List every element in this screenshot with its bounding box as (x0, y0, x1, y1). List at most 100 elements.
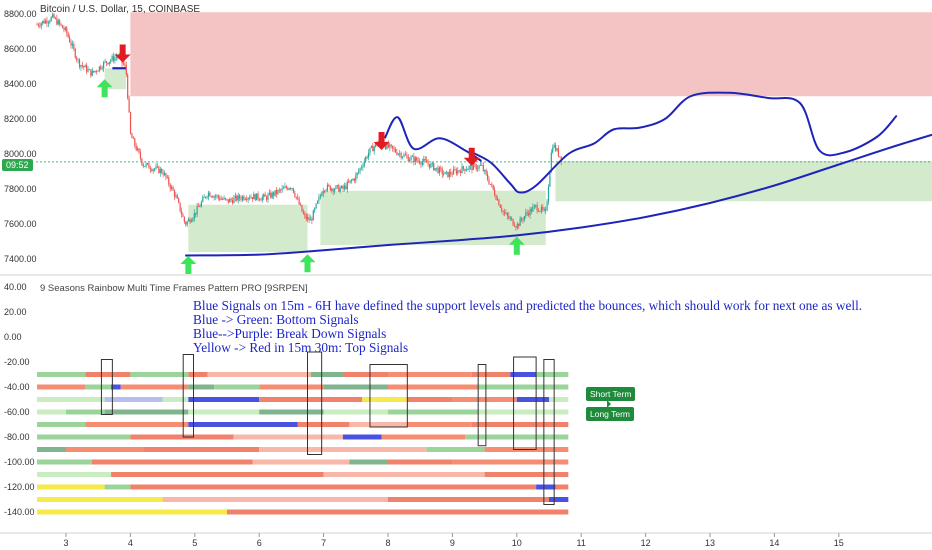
candle-body (298, 198, 300, 205)
x-tick-label: 6 (257, 538, 262, 548)
candle-body (267, 194, 269, 200)
candle-body (461, 166, 463, 174)
candle-body (338, 185, 340, 192)
indicator-y-tick-label: -100.00 (4, 457, 35, 467)
candle-body (331, 188, 333, 191)
indicator-segment (188, 372, 208, 377)
candle-body (506, 213, 508, 216)
candle-body (554, 144, 557, 151)
x-tick-label: 7 (321, 538, 326, 548)
buy-signal-arrow (299, 254, 316, 273)
indicator-segment (66, 447, 144, 452)
candle-body (80, 65, 82, 67)
x-tick-label: 10 (512, 538, 522, 548)
candle-body (523, 216, 525, 221)
candle-body (413, 156, 415, 163)
candle-body (260, 199, 262, 201)
candle-body (365, 157, 367, 162)
candle-body (222, 198, 224, 200)
candle-body (390, 144, 392, 146)
candle-body (435, 167, 438, 169)
candle-body (195, 212, 197, 215)
candle-body (339, 188, 341, 192)
indicator-segment (227, 509, 569, 515)
indicator-segment (162, 397, 189, 402)
candle-body (146, 163, 149, 165)
sell-signal-arrow (463, 147, 480, 166)
candle-body (243, 196, 245, 200)
candle-body (274, 190, 276, 196)
candle-body (403, 154, 405, 157)
candle-body (73, 43, 75, 49)
candle-body (173, 190, 176, 197)
candle-body (129, 112, 132, 134)
indicator-segment (549, 497, 569, 502)
candle-body (291, 188, 293, 189)
candle-body (59, 20, 61, 24)
candle-body (348, 181, 350, 183)
candle-body (350, 180, 353, 182)
candle-body (319, 195, 321, 197)
price-y-tick-label: 8800.00 (4, 9, 37, 19)
candle-body (556, 148, 558, 151)
candle-body (488, 179, 490, 184)
candle-body (258, 198, 261, 200)
candle-body (108, 61, 110, 65)
candle-body (457, 170, 459, 174)
candle-body (87, 69, 89, 72)
candle-body (156, 166, 159, 168)
indicator-segment (91, 459, 253, 465)
candle-body (149, 168, 151, 170)
indicator-segment (471, 422, 569, 427)
buy-signal-arrow (180, 256, 197, 274)
signal-highlight-box (513, 356, 537, 450)
annotation-text: Blue Signals on 15m - 6H have defined th… (193, 299, 862, 355)
indicator-segment (66, 409, 105, 415)
candle-body (240, 198, 242, 200)
candle-body (482, 165, 484, 171)
indicator-segment (37, 472, 112, 477)
candle-body (329, 185, 331, 191)
candle-body (81, 65, 83, 67)
candle-body (226, 198, 228, 200)
candle-body (363, 161, 365, 167)
candle-body (169, 184, 171, 189)
candle-body (475, 164, 477, 170)
buy-signal-arrow (96, 79, 113, 98)
candle-body (362, 166, 364, 168)
candle-body (543, 209, 545, 211)
candle-body (202, 197, 204, 202)
indicator-segment (388, 384, 479, 390)
candle-body (460, 171, 462, 174)
candle-body (516, 223, 518, 228)
candle-body (484, 170, 486, 171)
candle-body (275, 190, 278, 194)
candle-body (135, 145, 137, 151)
candle-body (294, 192, 296, 197)
candle-body (367, 152, 370, 158)
candle-body (71, 43, 74, 46)
candle-body (91, 70, 93, 76)
candle-body (496, 199, 499, 201)
candle-body (370, 145, 372, 148)
candle-body (533, 205, 535, 207)
candle-body (325, 190, 327, 191)
candle-body (401, 156, 404, 158)
candle-body (308, 217, 310, 221)
indicator-y-tick-label: -20.00 (4, 357, 30, 367)
candle-body (301, 204, 303, 212)
candle-body (111, 56, 113, 61)
candle-body (452, 169, 455, 175)
price-y-tick-label: 8000.00 (4, 149, 37, 159)
candle-body (36, 24, 38, 26)
signal-highlight-box (369, 364, 408, 428)
candle-body (47, 22, 49, 24)
candle-body (175, 195, 177, 197)
candle-body (46, 20, 48, 24)
candle-body (205, 196, 207, 198)
indicator-segment (407, 422, 472, 427)
candle-body (64, 27, 66, 30)
candle-body (39, 25, 41, 27)
candle-body (250, 197, 252, 199)
candle-body (536, 205, 538, 211)
